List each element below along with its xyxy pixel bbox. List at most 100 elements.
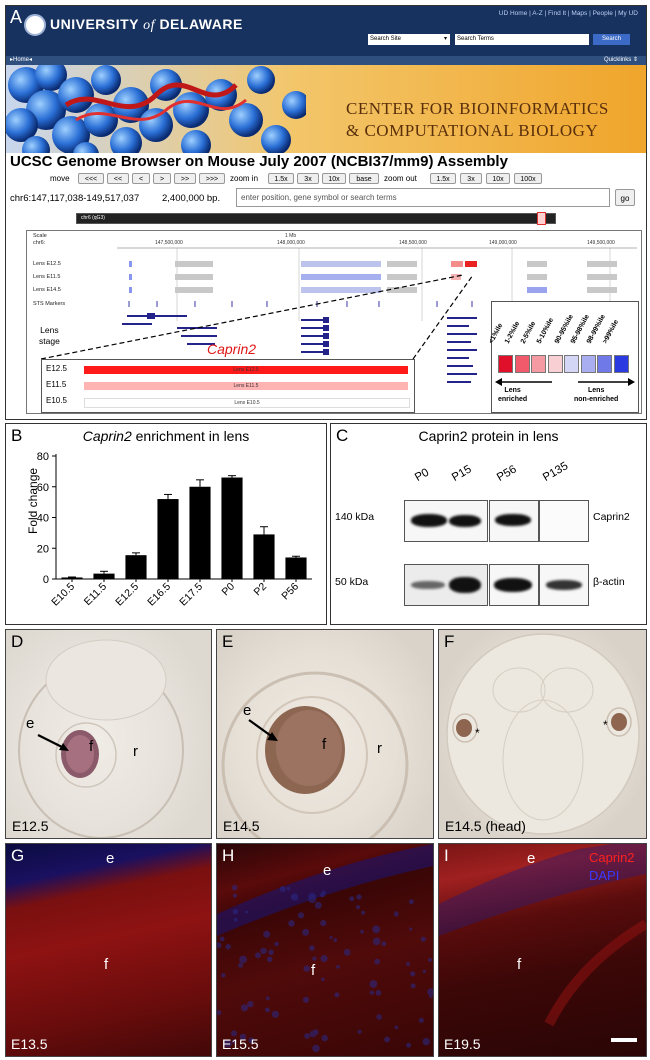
legend-enriched: Lens enriched xyxy=(498,387,528,403)
nucleus-dot xyxy=(374,958,381,965)
move-button[interactable]: >>> xyxy=(199,173,225,184)
nucleus-dot xyxy=(232,893,237,898)
nucleus-dot xyxy=(233,918,238,922)
molecule-sphere xyxy=(173,92,209,128)
zoom-bar-e11-5: Lens E11.5 xyxy=(84,382,408,390)
panel-d-micrograph: D e f r E12.5 xyxy=(5,629,212,839)
panel-d-tissue xyxy=(18,639,184,838)
search-button[interactable]: Search xyxy=(593,34,630,45)
nucleus-dot xyxy=(232,909,239,915)
move-button[interactable]: >> xyxy=(174,173,196,184)
legend-swatch xyxy=(580,355,596,373)
blot-actin-p56 xyxy=(489,564,539,606)
move-button[interactable]: << xyxy=(107,173,129,184)
nucleus-dot xyxy=(409,927,413,931)
caprin2-gene-label: Caprin2 xyxy=(207,341,257,357)
chromosome-ideogram[interactable]: chr6 (qG3) xyxy=(76,212,556,225)
panel-letter-b: B xyxy=(11,426,23,445)
zoom-in-button[interactable]: 1.5x xyxy=(268,173,294,184)
zoom-out-button[interactable]: 1.5x xyxy=(430,173,456,184)
nucleus-dot xyxy=(321,977,325,982)
ud-top-links[interactable]: UD Home | A-Z | Find It | Maps | People … xyxy=(498,10,638,17)
go-button[interactable]: go xyxy=(615,189,635,206)
nucleus-dot xyxy=(245,910,248,914)
blot-caprin2-p56 xyxy=(489,500,539,542)
bar xyxy=(61,577,83,579)
zoom-bar-e12-5: Lens E12.5 xyxy=(84,366,408,374)
x-tick-label: E12.5 xyxy=(113,581,141,609)
panel-g-fluorescence: G e f E13.5 xyxy=(5,843,212,1057)
coord-label: 148,000,000 xyxy=(277,240,305,246)
x-tick-label: P56 xyxy=(279,581,301,603)
zoomed-track-box: E12.5 Lens E12.5 E11.5 Lens E11.5 E10.5 … xyxy=(41,359,415,413)
coord-label: 147,500,000 xyxy=(155,240,183,246)
position-search-input[interactable]: enter position, gene symbol or search te… xyxy=(236,188,610,207)
search-terms-input[interactable]: Search Terms xyxy=(455,34,589,45)
nucleus-dot xyxy=(247,1001,254,1008)
track-label: Scale xyxy=(33,233,47,239)
move-label: move xyxy=(50,174,70,183)
browser-controls: move <<< << < > >> >>> zoom in 1.5x 3x 1… xyxy=(6,172,646,186)
legend-label: 5-10%ile xyxy=(535,316,556,345)
nucleus-dot xyxy=(410,983,416,989)
coord-label: 149,500,000 xyxy=(587,240,615,246)
bar xyxy=(221,477,243,579)
banner-line-1: CENTER FOR BIOINFORMATICS xyxy=(346,99,609,118)
nucleus-dot xyxy=(308,892,316,901)
scale-bar xyxy=(611,1038,637,1042)
molecule-sphere xyxy=(282,91,306,119)
label-f-fiber: f xyxy=(311,962,316,979)
bar xyxy=(285,557,307,579)
nucleus-dot xyxy=(240,1004,249,1012)
zoom-out-label: zoom out xyxy=(384,174,417,183)
zoom-out-button[interactable]: 10x xyxy=(486,173,510,184)
move-button[interactable]: <<< xyxy=(78,173,104,184)
zoom-in-button[interactable]: 3x xyxy=(297,173,319,184)
legend-swatch xyxy=(498,355,513,373)
legend-label: <1%ile xyxy=(487,322,505,345)
track-label: Lens E12.5 xyxy=(33,261,61,267)
kda-label-140: 140 kDa xyxy=(335,511,375,523)
ud-header: UNIVERSITY of DELAWARE UD Home | A-Z | F… xyxy=(6,6,646,56)
zoom-in-button[interactable]: 10x xyxy=(322,173,346,184)
zoom-out-button[interactable]: 100x xyxy=(514,173,542,184)
legend-arrows xyxy=(495,378,635,386)
nucleus-dot xyxy=(405,961,411,967)
nucleus-dot xyxy=(334,992,340,998)
legend-swatch xyxy=(514,355,530,373)
nucleus-dot xyxy=(238,962,244,968)
scale-label: 1 Mb xyxy=(285,233,297,239)
label-r-retina: r xyxy=(133,743,138,760)
nucleus-dot xyxy=(320,920,327,927)
move-button[interactable]: > xyxy=(153,173,171,184)
nucleus-dot xyxy=(361,910,366,915)
nucleus-dot xyxy=(312,1044,320,1053)
ud-title: UNIVERSITY of DELAWARE xyxy=(50,16,243,33)
label-f-fiber: f xyxy=(89,738,94,755)
nucleus-dot xyxy=(255,952,261,959)
panel-f-micrograph: F * * E14.5 (head) xyxy=(438,629,647,839)
nucleus-dot xyxy=(420,936,426,942)
asterisk-left: * xyxy=(475,726,480,740)
legend-label: >99%ile xyxy=(601,318,621,345)
label-e-epithelium: e xyxy=(527,850,536,867)
nucleus-dot xyxy=(232,1039,237,1044)
nucleus-dot xyxy=(221,973,226,978)
nucleus-dot xyxy=(320,955,328,963)
nucleus-dot xyxy=(356,894,362,900)
search-site-select[interactable]: Search Site ▾ xyxy=(368,34,450,45)
nav-home-link[interactable]: ▸Home◂ xyxy=(10,57,33,63)
zoom-bar-e10-5: Lens E10.5 xyxy=(84,398,410,408)
coord-label: 148,500,000 xyxy=(399,240,427,246)
bar xyxy=(253,534,275,579)
track-display[interactable]: 1 Mb 147,500,000 148,000,000 148,500,000… xyxy=(26,230,642,414)
zoom-in-button[interactable]: base xyxy=(349,173,379,184)
nucleus-dot xyxy=(376,1014,382,1020)
track-label: STS Markers xyxy=(33,301,66,307)
label-e-epithelium: e xyxy=(26,715,35,732)
zoom-out-button[interactable]: 3x xyxy=(460,173,482,184)
nav-quicklinks[interactable]: Quicklinks ⇕ xyxy=(603,57,638,63)
move-button[interactable]: < xyxy=(132,173,150,184)
panel-c-western-blot: C Caprin2 protein in lens P0 P15 P56 P13… xyxy=(330,423,647,625)
nucleus-dot xyxy=(217,1010,222,1016)
